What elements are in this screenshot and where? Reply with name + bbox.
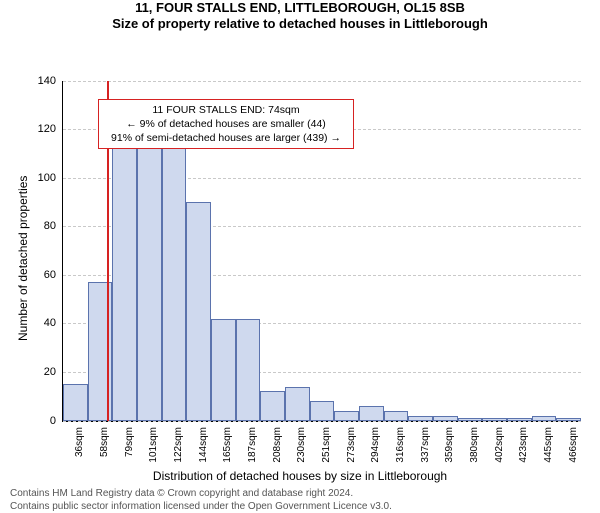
x-tick-label: 36sqm — [74, 427, 85, 467]
gridline — [63, 81, 581, 82]
x-tick-label: 165sqm — [222, 427, 233, 467]
histogram-bar — [556, 418, 581, 420]
x-tick-label: 122sqm — [173, 427, 184, 467]
histogram-bar — [310, 401, 335, 420]
histogram-bar — [211, 319, 236, 421]
x-tick-label: 187sqm — [247, 427, 258, 467]
title-line-2: Size of property relative to detached ho… — [0, 16, 600, 32]
y-tick-label: 20 — [0, 366, 56, 378]
histogram-bar — [408, 416, 433, 421]
footer-attribution: Contains HM Land Registry data © Crown c… — [0, 483, 600, 513]
x-tick-label: 208sqm — [272, 427, 283, 467]
x-tick-label: 144sqm — [198, 427, 209, 467]
x-tick-label: 380sqm — [469, 427, 480, 467]
y-tick-label: 140 — [0, 75, 56, 87]
y-tick-label: 0 — [0, 415, 56, 427]
x-tick-label: 316sqm — [395, 427, 406, 467]
histogram-bar — [433, 416, 458, 421]
chart-title: 11, FOUR STALLS END, LITTLEBOROUGH, OL15… — [0, 0, 600, 33]
histogram-bar — [236, 319, 261, 421]
x-tick-label: 251sqm — [321, 427, 332, 467]
x-tick-label: 359sqm — [444, 427, 455, 467]
histogram-bar — [359, 406, 384, 421]
x-tick-label: 273sqm — [346, 427, 357, 467]
footer-line-1: Contains HM Land Registry data © Crown c… — [10, 487, 590, 500]
histogram-bar — [137, 129, 162, 420]
annotation-line: 91% of semi-detached houses are larger (… — [105, 131, 347, 145]
title-line-1: 11, FOUR STALLS END, LITTLEBOROUGH, OL15… — [0, 0, 600, 16]
x-tick-label: 101sqm — [148, 427, 159, 467]
histogram-bar — [162, 141, 187, 420]
x-axis-label: Distribution of detached houses by size … — [0, 469, 600, 483]
histogram-bar — [63, 384, 88, 420]
x-tick-label: 230sqm — [296, 427, 307, 467]
y-axis-label: Number of detached properties — [16, 175, 30, 340]
x-tick-label: 466sqm — [568, 427, 579, 467]
plot-area: 11 FOUR STALLS END: 74sqm← 9% of detache… — [62, 81, 581, 422]
x-tick-label: 337sqm — [420, 427, 431, 467]
annotation-line: ← 9% of detached houses are smaller (44) — [105, 117, 347, 131]
annotation-line: 11 FOUR STALLS END: 74sqm — [105, 103, 347, 117]
x-tick-label: 423sqm — [518, 427, 529, 467]
x-tick-label: 402sqm — [494, 427, 505, 467]
footer-line-2: Contains public sector information licen… — [10, 500, 590, 513]
histogram-bar — [88, 282, 113, 420]
x-tick-label: 294sqm — [370, 427, 381, 467]
histogram-bar — [285, 387, 310, 421]
histogram-bar — [260, 391, 285, 420]
y-tick-label: 120 — [0, 123, 56, 135]
x-tick-label: 79sqm — [124, 427, 135, 467]
histogram-bar — [532, 416, 557, 421]
histogram-bar — [482, 418, 507, 420]
histogram-bar — [384, 411, 409, 421]
histogram-bar — [334, 411, 359, 421]
x-tick-label: 445sqm — [543, 427, 554, 467]
histogram-bar — [458, 418, 483, 420]
histogram-bar — [112, 139, 137, 421]
histogram-bar — [507, 418, 532, 420]
gridline — [63, 421, 581, 422]
annotation-box: 11 FOUR STALLS END: 74sqm← 9% of detache… — [98, 99, 354, 150]
x-tick-label: 58sqm — [99, 427, 110, 467]
histogram-bar — [186, 202, 211, 421]
